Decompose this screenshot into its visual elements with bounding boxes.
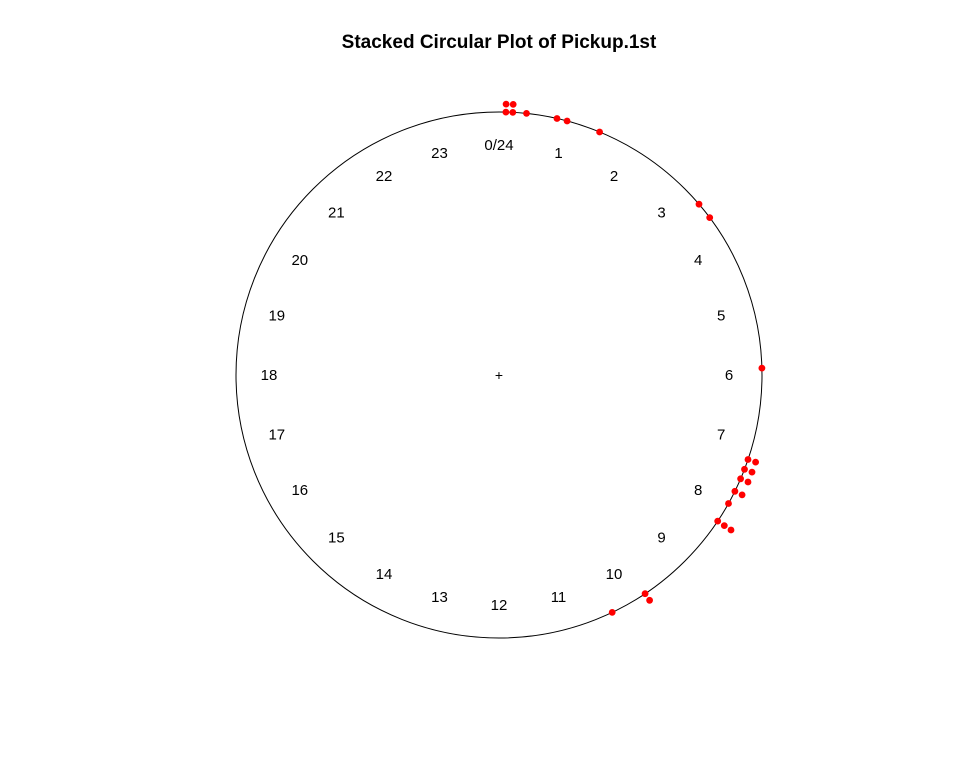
hour-label: 3 bbox=[657, 204, 665, 221]
data-point bbox=[608, 609, 616, 616]
hour-label: 21 bbox=[328, 204, 345, 221]
hour-label: 5 bbox=[717, 308, 725, 325]
data-point bbox=[695, 200, 703, 208]
center-marker: + bbox=[495, 367, 503, 383]
data-point bbox=[738, 491, 746, 499]
data-point bbox=[737, 475, 744, 483]
data-point bbox=[596, 128, 603, 136]
hour-label: 17 bbox=[268, 427, 285, 444]
data-point bbox=[752, 458, 759, 466]
hour-label: 15 bbox=[328, 530, 345, 547]
data-point bbox=[714, 517, 722, 525]
hour-label: 2 bbox=[610, 168, 618, 185]
data-points bbox=[502, 100, 766, 616]
circle-axis bbox=[235, 111, 763, 639]
hour-label: 7 bbox=[717, 427, 725, 444]
hour-label: 9 bbox=[657, 530, 665, 547]
hour-label: 12 bbox=[491, 597, 508, 614]
data-point bbox=[744, 456, 752, 463]
hour-label: 4 bbox=[694, 252, 702, 269]
data-point bbox=[553, 115, 561, 122]
hour-label: 20 bbox=[291, 252, 308, 269]
hour-label: 14 bbox=[376, 566, 393, 583]
data-point bbox=[744, 478, 752, 486]
data-point bbox=[731, 487, 739, 495]
hour-label: 10 bbox=[606, 566, 623, 583]
data-point bbox=[741, 465, 748, 473]
data-point bbox=[523, 110, 530, 117]
hour-label: 11 bbox=[551, 589, 567, 606]
data-point bbox=[646, 596, 653, 604]
data-point bbox=[720, 522, 728, 529]
hour-label: 19 bbox=[268, 308, 285, 325]
hour-label: 18 bbox=[261, 367, 278, 384]
data-point bbox=[563, 117, 571, 125]
data-point bbox=[509, 109, 517, 116]
data-point bbox=[502, 100, 510, 108]
hour-label: 16 bbox=[291, 482, 308, 499]
data-point bbox=[727, 526, 735, 534]
hour-label: 8 bbox=[694, 482, 702, 499]
data-point bbox=[509, 101, 517, 108]
data-point bbox=[748, 468, 756, 476]
hour-label: 1 bbox=[554, 145, 562, 162]
hour-label: 22 bbox=[376, 168, 393, 185]
hour-label: 23 bbox=[431, 145, 448, 162]
hour-label: 13 bbox=[431, 589, 448, 606]
data-point bbox=[758, 364, 766, 372]
data-point bbox=[725, 500, 732, 507]
hour-label: 0/24 bbox=[484, 137, 513, 154]
data-point bbox=[502, 108, 510, 116]
data-point bbox=[706, 214, 714, 222]
data-point bbox=[641, 590, 649, 598]
hour-labels: 0/24 123456789101112131415161718192021222… bbox=[261, 137, 734, 614]
chart-title: Stacked Circular Plot of Pickup.1st bbox=[342, 32, 657, 53]
hour-label: 6 bbox=[725, 367, 733, 384]
